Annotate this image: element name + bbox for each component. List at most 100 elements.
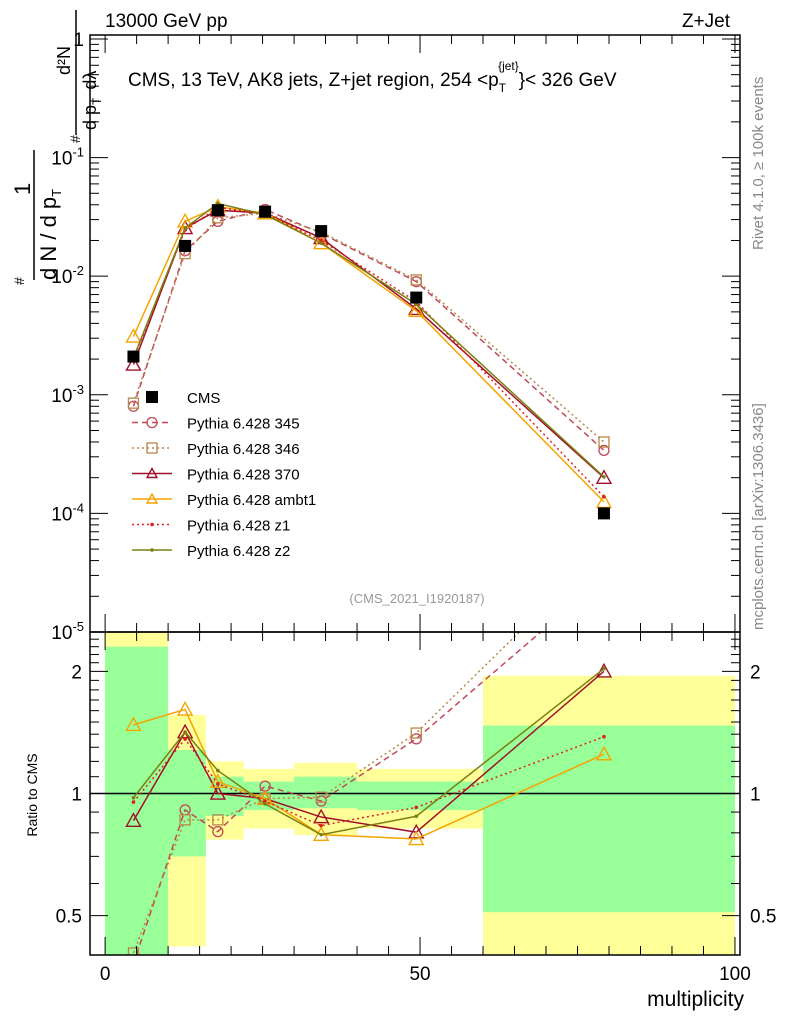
legend-item: Pythia 6.428 ambt1 [132,492,316,509]
y-tick-label: 10-1 [51,145,84,170]
ratio-tick-label: 2 [71,662,82,683]
square-marker [410,274,422,286]
ratio-tick-label-right: 2 [750,662,761,683]
square-marker [127,397,140,409]
y-tick-label: 1 [73,30,84,51]
x-tick-label: 100 [719,964,751,985]
dot-marker [319,832,323,837]
triangle-marker [408,302,425,318]
series-line [132,212,605,443]
legend-item: Pythia 6.428 z1 [132,518,290,535]
triangle-marker [595,745,613,761]
legend-item: Pythia 6.428 370 [132,467,300,484]
dot-marker [183,730,187,734]
ylabel-part: # [67,135,83,143]
y-tick-label: 10-5 [51,619,84,644]
title-main: CMS, 13 TeV, AK8 jets, Z+jet region, 254… [128,70,499,91]
ratio-tick-label: 0.5 [56,907,82,928]
ylabel-part: # [11,277,27,285]
legend-item: Pythia 6.428 345 [132,416,300,433]
triangle-marker [125,328,142,343]
ratio-series-line [133,708,605,840]
dot-marker [150,548,154,552]
legend-label: CMS [187,390,220,407]
dot-marker [216,782,220,786]
legend-label: Pythia 6.428 z1 [187,518,290,535]
ratio-tick-label-right: 1 [750,785,761,806]
x-axis-label: multiplicity [647,988,744,1011]
legend-label: Pythia 6.428 346 [187,441,300,458]
square-marker [598,436,610,448]
legend-marker-cms [146,391,158,403]
side-label-rivet: Rivet 4.1.0, ≥ 100k events [750,77,767,250]
cms-data-point [211,204,224,217]
dot-marker [263,799,267,804]
circle-marker [146,416,158,429]
triangle-marker [209,773,227,788]
main-panel [125,198,613,520]
circle-marker [599,573,609,583]
cms-data-point [410,291,423,304]
ratio-series-line [135,632,542,955]
dot-marker [602,495,606,499]
stat-uncertainty-band [357,781,484,811]
dot-marker [319,238,323,243]
square-marker [410,727,422,739]
triangle-marker [125,812,142,827]
triangle-marker [145,492,159,504]
triangle-marker [312,234,330,250]
dot-marker [183,226,187,230]
chart-title: CMS, 13 TeV, AK8 jets, Z+jet region, 254… [128,59,617,95]
legend-item: Pythia 6.428 z2 [132,543,290,560]
ratio-tick-label-right: 0.5 [750,907,776,928]
dot-marker [414,814,419,819]
dot-marker [319,241,323,245]
y-tick-label: 10-2 [51,263,84,288]
legend-label: Pythia 6.428 z2 [187,543,290,560]
dot-marker [602,734,606,739]
triangle-marker [595,469,613,484]
cms-data-point [259,205,272,218]
stat-uncertainty-band [105,646,169,955]
dot-marker [131,795,136,800]
circle-marker [598,444,610,457]
triangle-marker [408,823,425,839]
header-right: Z+Jet [682,11,731,32]
series-line [132,209,605,479]
legend-label: Pythia 6.428 370 [187,467,300,484]
legend: CMS Pythia 6.428 345 Pythia 6.428 346 Pythi… [132,390,316,560]
circle-marker [212,825,224,838]
cms-data-point [597,507,610,520]
title-sup: {jet} [498,59,519,73]
analysis-id: (CMS_2021_I1920187) [349,591,484,606]
square-marker [179,814,191,826]
legend-label: Pythia 6.428 ambt1 [187,492,316,509]
circle-marker [128,959,138,969]
side-label-mcplots: mcplots.cern.ch [arXiv:1306.3436] [750,403,767,630]
ylabel-part: d N / d pT [36,189,64,280]
dot-marker [602,475,606,479]
triangle-marker [145,467,159,479]
header-left: 13000 GeV pp [105,11,228,32]
legend-label: Pythia 6.428 345 [187,416,300,433]
square-marker [146,442,158,454]
y-tick-label: 10-3 [51,382,84,407]
title-sub: T [499,81,507,95]
x-tick-label: 0 [100,964,111,985]
square-marker [127,947,140,955]
square-marker [212,814,224,826]
dot-marker [319,823,323,828]
ratio-panel [90,544,740,969]
y-tick-label: 10-4 [51,500,84,525]
title-tail: }< 326 GeV [519,70,617,91]
circle-marker [410,733,422,745]
dot-marker [602,666,606,671]
ratio-y-label: Ratio to CMS [24,753,40,836]
square-marker [599,544,609,554]
dot-marker [183,737,187,741]
dot-marker [150,522,154,527]
dot-marker [216,768,220,773]
triangle-marker [125,356,142,371]
x-tick-label: 50 [409,964,430,985]
